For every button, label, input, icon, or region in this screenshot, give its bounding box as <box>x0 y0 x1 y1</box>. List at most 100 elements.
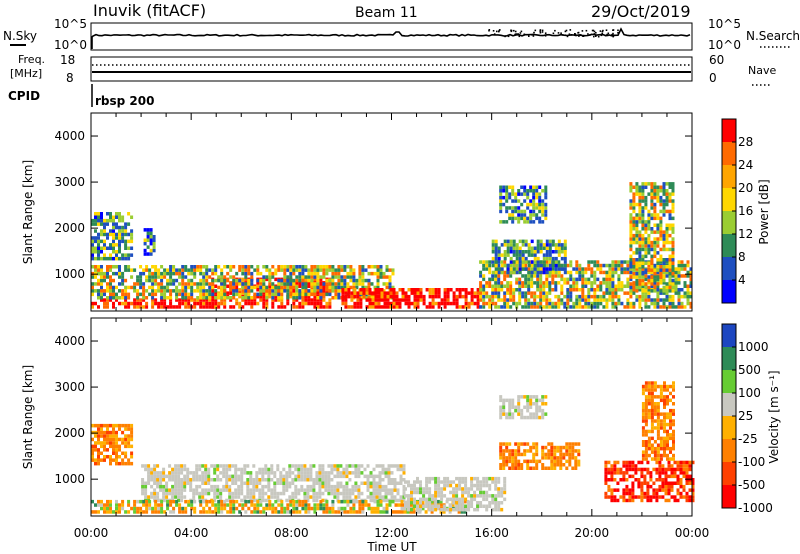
heatmap-cell <box>187 296 191 300</box>
nsearch-dot <box>565 29 568 32</box>
heatmap-cell <box>686 284 690 288</box>
power-colorbar-label: Power [dB] <box>757 179 771 244</box>
heatmap-cell <box>503 277 507 282</box>
heatmap-cell <box>97 282 100 286</box>
heatmap-cell <box>653 254 657 259</box>
heatmap-cell <box>659 254 663 259</box>
heatmap-cell <box>464 480 468 484</box>
heatmap-cell <box>211 503 215 507</box>
heatmap-cell <box>216 484 220 489</box>
heatmap-cell <box>169 503 173 507</box>
heatmap-cell <box>665 240 669 245</box>
heatmap-cell <box>607 488 611 492</box>
heatmap-cell <box>339 464 343 468</box>
heatmap-cell <box>178 268 182 272</box>
heatmap-cell <box>479 274 483 278</box>
heatmap-cell <box>548 305 552 309</box>
heatmap-cell <box>307 284 311 288</box>
heatmap-cell <box>535 189 539 193</box>
heatmap-cell <box>676 464 680 468</box>
heatmap-cell <box>186 481 190 485</box>
heatmap-cell <box>443 487 447 491</box>
heatmap-cell <box>659 202 663 207</box>
heatmap-cell <box>575 260 579 264</box>
heatmap-cell <box>358 510 362 514</box>
heatmap-cell <box>383 294 387 299</box>
heatmap-cell <box>416 476 419 481</box>
heatmap-cell <box>237 484 241 489</box>
heatmap-cell <box>172 305 176 309</box>
heatmap-cell <box>688 474 692 479</box>
heatmap-cell <box>646 491 650 496</box>
heatmap-cell <box>428 294 432 299</box>
heatmap-cell <box>650 301 654 306</box>
heatmap-cell <box>602 291 606 295</box>
heatmap-cell <box>644 240 648 245</box>
heatmap-cell <box>130 455 134 459</box>
heatmap-cell <box>458 480 462 484</box>
heatmap-cell <box>115 434 118 438</box>
heatmap-cell <box>100 268 103 272</box>
heatmap-cell <box>118 510 121 514</box>
heatmap-cell <box>643 467 647 472</box>
heatmap-cell <box>517 445 521 450</box>
heatmap-cell <box>527 305 531 309</box>
heatmap-cell <box>166 503 170 507</box>
heatmap-cell <box>265 275 269 279</box>
heatmap-cell <box>635 265 639 269</box>
heatmap-cell <box>223 289 227 293</box>
heatmap-cell <box>208 282 212 286</box>
heatmap-cell <box>541 408 545 413</box>
heatmap-cell <box>252 491 256 496</box>
heatmap-cell <box>535 213 539 217</box>
heatmap-cell <box>328 506 332 511</box>
heatmap-cell <box>653 230 657 234</box>
heatmap-cell <box>647 298 651 302</box>
heatmap-cell <box>559 445 563 450</box>
heatmap-cell <box>97 236 100 240</box>
heatmap-cell <box>671 254 675 259</box>
heatmap-cell <box>505 195 509 200</box>
heatmap-cell <box>635 271 639 276</box>
heatmap-cell <box>521 250 525 254</box>
heatmap-cell <box>97 458 100 462</box>
heatmap-cell <box>647 453 651 458</box>
heatmap-cell <box>369 498 373 503</box>
heatmap-cell <box>174 474 178 479</box>
heatmap-cell <box>503 250 507 254</box>
heatmap-cell <box>541 402 545 406</box>
heatmap-cell <box>521 239 525 244</box>
heatmap-cell <box>401 288 405 292</box>
heatmap-cell <box>354 464 358 468</box>
heatmap-cell <box>379 271 383 276</box>
heatmap-cell <box>142 289 146 293</box>
heatmap-cell <box>217 292 221 297</box>
heatmap-cell <box>418 510 422 514</box>
heatmap-cell <box>413 480 416 484</box>
heatmap-cell <box>412 510 416 514</box>
heatmap-cell <box>100 423 103 428</box>
heatmap-cell <box>653 185 657 189</box>
heatmap-cell <box>357 467 361 472</box>
heatmap-cell <box>686 263 690 268</box>
heatmap-cell <box>632 209 636 214</box>
heatmap-cell <box>294 474 298 479</box>
heatmap-cell <box>91 239 94 244</box>
heatmap-cell <box>529 199 533 203</box>
heatmap-cell <box>680 305 684 309</box>
heatmap-cell <box>499 195 503 200</box>
heatmap-cell <box>388 275 392 279</box>
heatmap-cell <box>539 243 543 247</box>
heatmap-cell <box>247 499 251 504</box>
heatmap-cell <box>381 478 385 482</box>
heatmap-cell <box>641 402 645 406</box>
heatmap-cell <box>614 284 618 288</box>
heatmap-cell <box>261 484 265 489</box>
heatmap-cell <box>536 267 540 271</box>
heatmap-cell <box>328 305 332 309</box>
heatmap-cell <box>168 474 172 479</box>
heatmap-cell <box>219 491 223 496</box>
heatmap-cell <box>581 288 585 292</box>
heatmap-cell <box>285 474 289 479</box>
heatmap-cell <box>511 456 515 460</box>
